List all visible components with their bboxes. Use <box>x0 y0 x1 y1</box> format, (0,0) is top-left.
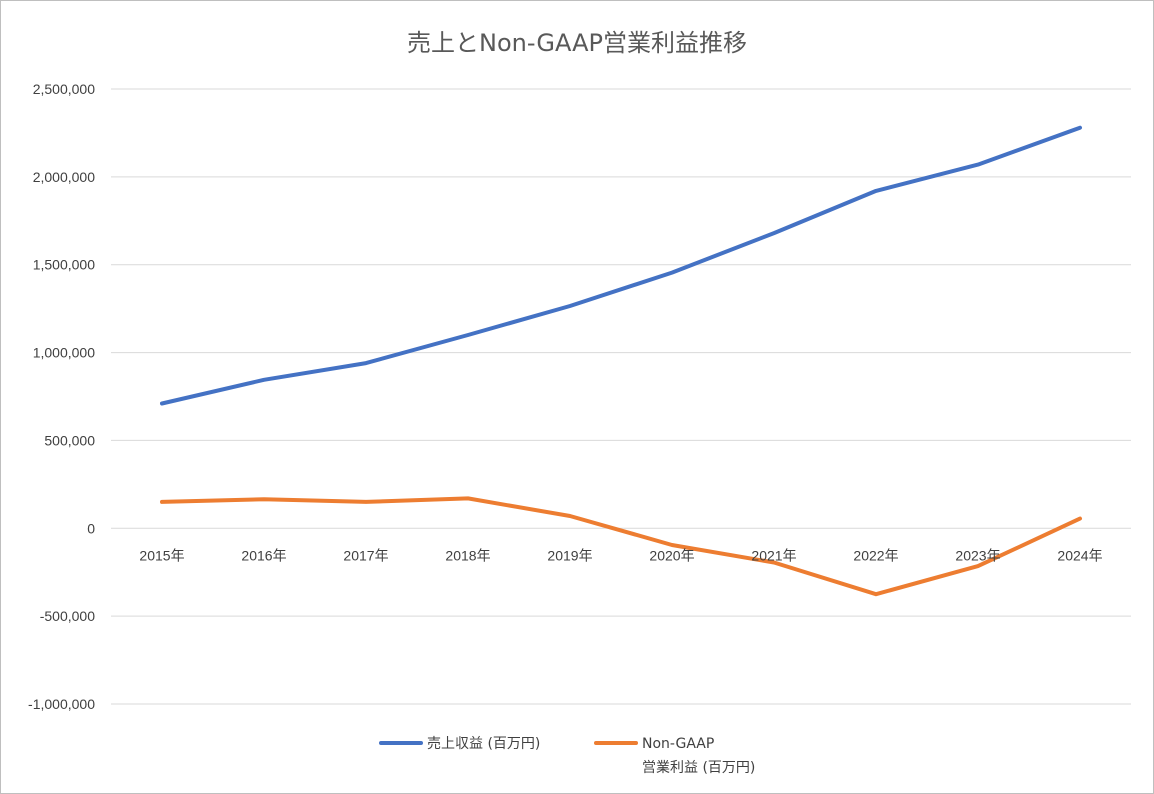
y-tick-label: -1,000,000 <box>28 696 95 712</box>
legend-label: Non-GAAP <box>642 736 714 752</box>
y-tick-label: 2,500,000 <box>33 81 95 97</box>
x-tick-label: 2019年 <box>547 547 592 563</box>
x-tick-label: 2024年 <box>1057 547 1102 563</box>
x-tick-label: 2022年 <box>853 547 898 563</box>
x-tick-label: 2023年 <box>955 547 1000 563</box>
chart-title: 売上とNon-GAAP営業利益推移 <box>407 29 747 57</box>
series-line-2 <box>160 496 1082 597</box>
legend: 売上収益 (百万円) Non-GAAP 営業利益 (百万円) <box>379 736 755 776</box>
y-tick-label: 2,000,000 <box>33 169 95 185</box>
x-tick-label: 2021年 <box>751 547 796 563</box>
x-axis-tick-labels: 2015年 2016年 2017年 2018年 2019年 2020年 2021年 2022年… <box>139 547 1102 563</box>
x-tick-label: 2016年 <box>241 547 286 563</box>
legend-label: 営業利益 (百万円) <box>642 760 755 776</box>
series-lines <box>160 125 1082 597</box>
legend-item-2: Non-GAAP 営業利益 (百万円) <box>594 736 755 776</box>
legend-item-1: 売上収益 (百万円) <box>379 736 540 752</box>
x-tick-label: 2020年 <box>649 547 694 563</box>
series-line-1 <box>160 125 1082 406</box>
y-tick-label: 500,000 <box>44 432 95 448</box>
y-tick-label: 0 <box>87 520 95 536</box>
gridlines <box>111 88 1131 705</box>
y-axis-tick-labels: 2,500,000 2,000,000 1,500,000 1,000,000 500,… <box>28 81 95 712</box>
y-tick-label: 1,500,000 <box>33 257 95 273</box>
y-tick-label: -500,000 <box>40 608 95 624</box>
x-tick-label: 2017年 <box>343 547 388 563</box>
x-tick-label: 2015年 <box>139 547 184 563</box>
legend-label: 売上収益 (百万円) <box>427 736 540 752</box>
y-tick-label: 1,000,000 <box>33 345 95 361</box>
x-tick-label: 2018年 <box>445 547 490 563</box>
